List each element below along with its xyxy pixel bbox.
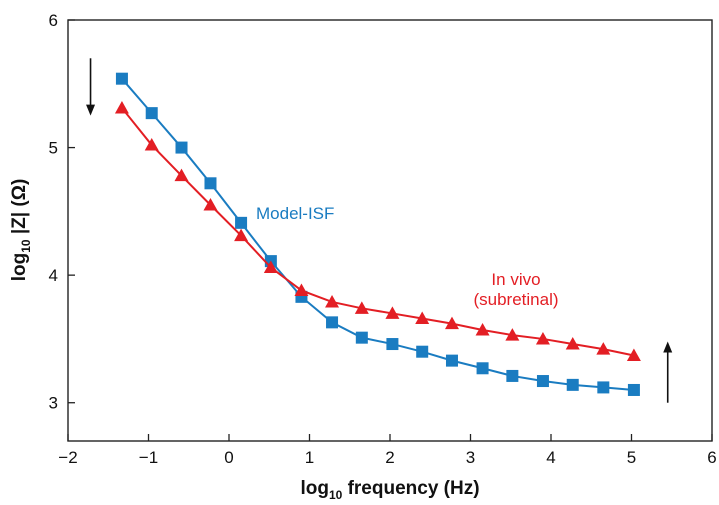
x-tick-label: 0 xyxy=(224,448,233,467)
x-axis-title-subscript: 10 xyxy=(329,488,343,502)
data-point-triangle xyxy=(263,260,278,273)
x-tick-label: 4 xyxy=(546,448,555,467)
x-tick-label: 2 xyxy=(385,448,394,467)
data-point-square xyxy=(416,345,429,358)
data-point-triangle xyxy=(234,228,249,242)
y-tick-label: 6 xyxy=(49,11,58,30)
data-point-triangle xyxy=(626,348,641,362)
data-point-square xyxy=(175,141,188,154)
data-point-triangle xyxy=(325,294,340,308)
data-point-square xyxy=(476,362,489,375)
data-point-triangle xyxy=(385,306,400,319)
series-layer xyxy=(114,72,641,396)
data-point-triangle xyxy=(565,337,580,350)
x-tick-label: −1 xyxy=(139,448,158,467)
series-line xyxy=(121,107,635,357)
data-point-triangle xyxy=(596,342,611,355)
data-point-square xyxy=(536,375,549,388)
data-point-triangle xyxy=(475,323,490,336)
x-tick-label: 3 xyxy=(466,448,475,467)
data-point-square xyxy=(326,316,339,329)
data-point-square xyxy=(386,338,399,351)
series-1 xyxy=(114,101,641,362)
data-point-square xyxy=(506,369,519,382)
data-point-triangle xyxy=(203,197,218,211)
x-tick-label: 6 xyxy=(707,448,716,467)
data-point-square xyxy=(445,354,458,367)
data-point-triangle xyxy=(415,311,430,325)
series-label-in-vivo-line1: In vivo xyxy=(491,270,540,289)
y-tick-label: 5 xyxy=(49,139,58,158)
series-line xyxy=(121,78,634,391)
data-point-triangle xyxy=(535,331,550,345)
series-label-model-isf: Model-ISF xyxy=(256,204,334,223)
x-tick-label: 5 xyxy=(627,448,636,467)
data-point-triangle xyxy=(294,283,309,296)
data-point-triangle xyxy=(444,316,459,330)
data-point-square xyxy=(597,381,610,394)
x-tick-label: 1 xyxy=(305,448,314,467)
x-tick-label: −2 xyxy=(58,448,77,467)
series-label-in-vivo-line2: (subretinal) xyxy=(473,290,558,309)
data-point-triangle xyxy=(354,301,369,314)
data-point-triangle xyxy=(144,138,159,151)
data-point-triangle xyxy=(174,168,189,182)
axis-ticks: −2 −1 0 1 2 3 4 5 6 3 4 5 6 xyxy=(49,11,717,467)
arrow-up xyxy=(663,341,673,403)
y-axis-title: log10 |Z| (Ω) xyxy=(9,179,33,282)
data-point-triangle xyxy=(114,101,129,114)
plot-frame xyxy=(67,19,713,442)
series-0 xyxy=(115,72,640,396)
arrow-layer xyxy=(86,58,673,403)
data-point-square xyxy=(566,378,579,391)
x-axis-title: log10 frequency (Hz) xyxy=(300,478,479,502)
data-point-square xyxy=(145,107,158,120)
data-point-triangle xyxy=(505,328,520,341)
y-tick-label: 3 xyxy=(49,394,58,413)
data-point-square xyxy=(115,72,128,85)
y-axis-title-subscript: 10 xyxy=(19,239,33,253)
y-tick-label: 4 xyxy=(49,266,58,285)
data-point-square xyxy=(627,383,640,396)
arrow-down xyxy=(86,58,96,116)
data-point-square xyxy=(355,331,368,344)
data-point-square xyxy=(235,216,248,229)
data-point-square xyxy=(204,177,217,190)
